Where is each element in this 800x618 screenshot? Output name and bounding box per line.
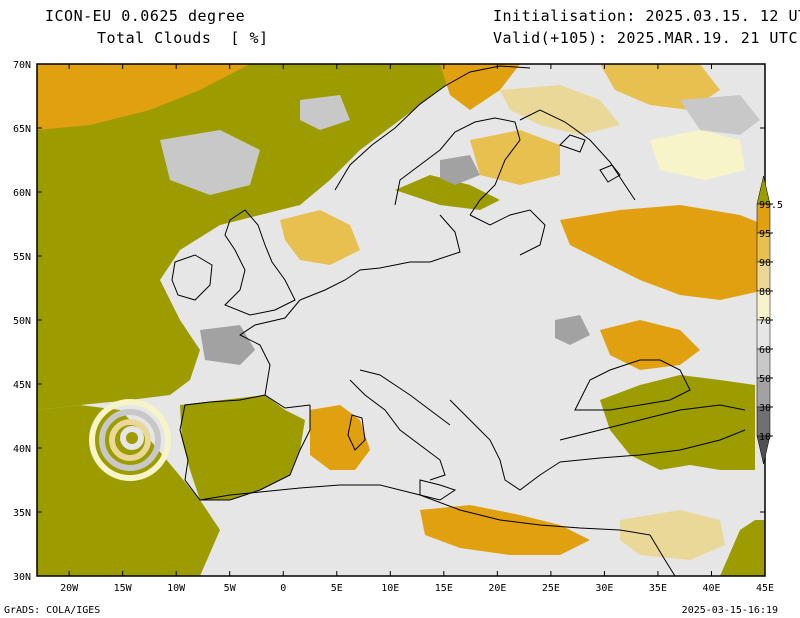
colorbar-label: 30 xyxy=(759,403,771,414)
cloud-region xyxy=(500,85,620,135)
lon-label: 5W xyxy=(224,583,237,594)
lat-label: 45N xyxy=(13,380,31,391)
cloud-region xyxy=(600,320,700,370)
cloud-region xyxy=(600,375,755,470)
valid-time: Valid(+105): 2025.MAR.19. 21 UTC xyxy=(493,29,798,47)
lon-label: 20E xyxy=(488,583,506,594)
lat-label: 50N xyxy=(13,316,31,327)
cyclone-swirl xyxy=(89,399,171,481)
cloud-field xyxy=(37,64,765,576)
coastlines xyxy=(171,65,746,576)
lat-axis: 70N 65N 60N 55N 50N 45N 40N 35N 30N xyxy=(13,60,31,583)
cloud-region xyxy=(470,130,560,185)
cloud-region xyxy=(680,95,760,135)
lat-label: 65N xyxy=(13,124,31,135)
cloud-region xyxy=(720,520,765,576)
lat-label: 40N xyxy=(13,444,31,455)
cloud-region xyxy=(620,510,725,560)
cloud-region xyxy=(650,130,745,180)
cloud-region xyxy=(440,155,480,185)
cloud-region xyxy=(200,325,255,365)
cloud-region xyxy=(555,315,590,345)
cloud-region xyxy=(37,64,250,130)
lon-label: 15W xyxy=(114,583,133,594)
lon-label: 0 xyxy=(280,583,286,594)
colorbar-label: 95 xyxy=(759,229,771,240)
cloud-region xyxy=(440,64,520,110)
colorbar-label: 50 xyxy=(759,374,771,385)
init-time: Initialisation: 2025.03.15. 12 UTC xyxy=(493,7,800,25)
lon-label: 40E xyxy=(702,583,720,594)
cloud-region xyxy=(37,64,470,410)
swirl-band xyxy=(99,409,161,471)
colorbar-label: 90 xyxy=(759,258,771,269)
cloud-region xyxy=(310,405,370,470)
colorbar xyxy=(756,175,773,465)
cloud-region xyxy=(37,405,220,576)
cloud-region xyxy=(600,64,720,110)
colorbar-bottom-triangle xyxy=(756,435,771,465)
lon-label: 10W xyxy=(167,583,186,594)
colorbar-label: 80 xyxy=(759,287,771,298)
cloud-region xyxy=(160,130,260,195)
swirl-band xyxy=(89,399,171,481)
colorbar-label: 10 xyxy=(759,432,771,443)
lat-label: 30N xyxy=(13,572,31,583)
lat-label: 55N xyxy=(13,252,31,263)
lon-label: 45E xyxy=(756,583,774,594)
footer-credit: GrADS: COLA/IGES xyxy=(4,605,101,616)
lon-label: 5E xyxy=(331,583,343,594)
variable-title: Total Clouds [ %] xyxy=(97,29,269,47)
colorbar-label: 60 xyxy=(759,345,771,356)
lat-label: 70N xyxy=(13,60,31,71)
lon-label: 35E xyxy=(649,583,667,594)
swirl-band xyxy=(120,426,144,450)
lon-label: 30E xyxy=(595,583,613,594)
lat-label: 60N xyxy=(13,188,31,199)
lon-label: 10E xyxy=(381,583,399,594)
cloud-region xyxy=(280,210,360,265)
cloud-region xyxy=(420,505,590,555)
cloud-region xyxy=(180,395,305,500)
lon-label: 20W xyxy=(60,583,79,594)
cloud-region xyxy=(300,95,350,130)
colorbar-label: 99.5 xyxy=(759,200,783,211)
swirl-band xyxy=(109,419,151,461)
lon-label: 15E xyxy=(435,583,453,594)
cloud-region xyxy=(395,175,500,210)
colorbar-labels: 99.5 95 90 80 70 60 50 30 10 xyxy=(759,200,783,443)
lat-label: 35N xyxy=(13,508,31,519)
colorbar-label: 70 xyxy=(759,316,771,327)
model-title: ICON-EU 0.0625 degree xyxy=(45,7,246,25)
footer-timestamp: 2025-03-15-16:19 xyxy=(681,605,778,616)
cloud-region xyxy=(560,205,765,300)
lon-label: 25E xyxy=(542,583,560,594)
lon-axis: 20W 15W 10W 5W 0 5E 10E 15E 20E 25E 30E 35E 40E 45E xyxy=(60,583,774,594)
